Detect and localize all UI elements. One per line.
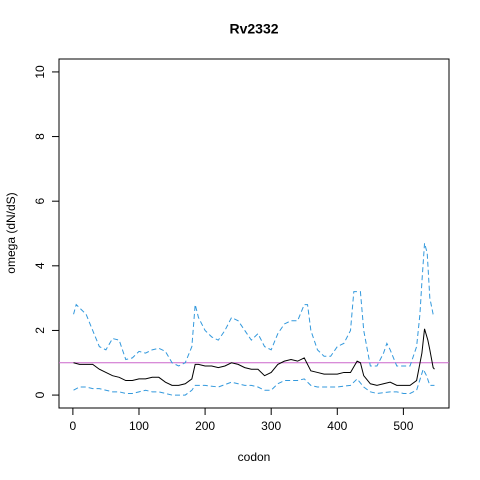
y-tick-label: 0 (33, 391, 47, 398)
series-line (73, 367, 435, 396)
y-tick-label: 6 (33, 198, 47, 205)
y-tick-label: 4 (33, 262, 47, 269)
x-tick-label: 200 (195, 419, 215, 433)
x-tick-label: 500 (393, 419, 413, 433)
series-line (73, 328, 435, 386)
y-tick-label: 2 (33, 327, 47, 334)
x-axis-label: codon (238, 450, 271, 464)
y-tick-label: 8 (33, 133, 47, 140)
x-tick-label: 0 (70, 419, 77, 433)
x-tick-label: 300 (261, 419, 281, 433)
x-tick-label: 100 (129, 419, 149, 433)
y-axis-label: omega (dN/dS) (4, 192, 18, 273)
series-line (73, 243, 435, 367)
x-tick-label: 400 (327, 419, 347, 433)
y-tick-label: 10 (33, 65, 47, 79)
chart-title: Rv2332 (229, 21, 278, 37)
plot-frame (58, 58, 450, 409)
